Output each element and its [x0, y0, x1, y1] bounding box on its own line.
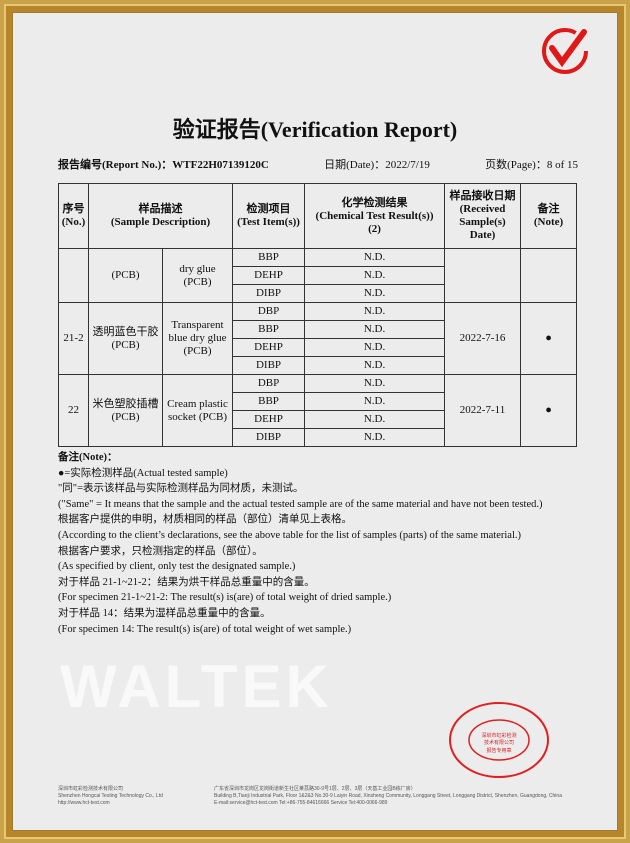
test-item: DEHP: [232, 410, 306, 429]
test-result: N.D.: [304, 356, 446, 375]
company-seal: 深圳市虹彩检测 技术有限公司 报告专用章: [449, 702, 549, 778]
note-line: (For specimen 21-1~21-2: The result(s) i…: [58, 592, 392, 604]
report-number: 报告编号(Report No.)：WTF22H07139120C: [58, 156, 269, 172]
footer-line: 广东省深圳市龙岗区龙岗街道新生社区莱荔路30-9号1层、2层、3层（天基工业园B…: [214, 786, 416, 792]
table-row: 22 米色塑胶插槽 (PCB) Cream plastic socket (PCB)…: [58, 374, 578, 447]
sample-desc-cn: (PCB): [88, 248, 163, 303]
col-note: 备注 (Note): [520, 183, 578, 249]
footer-line: http://www.hct-test.com: [58, 800, 110, 806]
test-item: BBP: [232, 392, 306, 411]
table-row: 21-2 透明蓝色干胶 (PCB) Transparent blue dry glu…: [58, 302, 578, 375]
sample-no: [58, 248, 89, 303]
report-body: 序号 (No.) 样品描述 (Sample Description) 检测项目 …: [58, 183, 578, 637]
note-line: 根据客户提供的申明，材质相同的样品（部位）清单见上表格。: [58, 514, 352, 526]
report-meta: 报告编号(Report No.)：WTF22H07139120C 日期(Date…: [58, 156, 578, 172]
test-item: DIBP: [232, 284, 306, 303]
svg-text:报告专用章: 报告专用章: [486, 747, 511, 754]
note-line: (For specimen 14: The result(s) is(are) …: [58, 623, 352, 635]
report-date: 日期(Date)：2022/7/19: [324, 159, 430, 171]
page-title: 验证报告(Verification Report): [172, 117, 458, 142]
test-result: N.D.: [304, 248, 446, 267]
test-result: N.D.: [304, 266, 446, 285]
test-item: DEHP: [232, 266, 306, 285]
table-row: BBP N.D.: [59, 392, 577, 411]
note-line: "同"=表示该样品与实际检测样品为同材质，未测试。: [58, 483, 304, 495]
note-line: ("Same" = It means that the sample and t…: [58, 498, 543, 510]
actual-tested-marker: ●: [520, 374, 578, 447]
footer-line: Building B,Tianji Industrial Park, Floor…: [214, 793, 562, 799]
note-line: 对于样品 21-1~21-2：结果为烘干样品总重量中的含量。: [58, 576, 315, 588]
received-date: [444, 248, 522, 303]
test-item: DIBP: [232, 428, 306, 447]
sample-desc-en: Cream plastic socket (PCB): [161, 374, 234, 447]
test-item: BBP: [232, 248, 306, 267]
report-no-label: 报告编号(Report No.)：: [58, 159, 173, 171]
table-row: DIBP N.D.: [59, 428, 577, 447]
sample-no: 21-2: [58, 302, 89, 375]
test-result: N.D.: [304, 374, 446, 393]
table-row: DEHP N.D.: [59, 410, 577, 429]
sample-desc-cn: 透明蓝色干胶 (PCB): [88, 302, 163, 375]
results-table: 序号 (No.) 样品描述 (Sample Description) 检测项目 …: [58, 183, 578, 447]
test-result: N.D.: [304, 302, 446, 321]
note-line: ●=实际检测样品(Actual tested sample): [58, 467, 228, 479]
report-page-number: 页数(Page)：8 of 15: [485, 159, 578, 171]
sample-desc-en: Transparent blue dry glue (PCB): [161, 302, 234, 375]
footer-address: 广东省深圳市龙岗区龙岗街道新生社区莱荔路30-9号1层、2层、3层（天基工业园B…: [214, 786, 604, 807]
test-result: N.D.: [304, 410, 446, 429]
sample-no: 22: [58, 374, 89, 447]
test-item: DBP: [232, 302, 306, 321]
col-no: 序号 (No.): [58, 183, 89, 249]
table-row: BBP N.D.: [59, 320, 577, 339]
test-result: N.D.: [304, 392, 446, 411]
test-result: N.D.: [304, 320, 446, 339]
test-result: N.D.: [304, 428, 446, 447]
table-row: DEHP N.D.: [59, 266, 577, 285]
actual-tested-marker: [520, 248, 578, 303]
footer-line: 深圳市虹彩检测技术有限公司: [58, 786, 124, 792]
table-row: (PCB) dry glue (PCB) BBP N.D.: [58, 248, 578, 303]
test-item: DIBP: [232, 356, 306, 375]
notes-title: 备注(Note)：: [58, 452, 118, 463]
notes-section: 备注(Note)： ●=实际检测样品(Actual tested sample)…: [58, 450, 578, 637]
actual-tested-marker: ●: [520, 302, 578, 375]
svg-text:技术有限公司: 技术有限公司: [484, 739, 514, 746]
table-row: DIBP N.D.: [59, 284, 577, 303]
footer-line: E-mail:service@hct-test.com Tel:+86-755-…: [214, 800, 388, 806]
report-no-value: WTF22H07139120C: [172, 159, 269, 171]
col-received-date: 样品接收日期 (Received Sample(s) Date): [444, 183, 522, 249]
col-test-item: 检测项目 (Test Item(s)): [232, 183, 306, 249]
footer-company: 深圳市虹彩检测技术有限公司 Shenzhen Hongcai Testing Te…: [58, 786, 208, 807]
test-item: DBP: [232, 374, 306, 393]
note-line: 根据客户要求，只检测指定的样品（部位）。: [58, 545, 263, 557]
watermark: WALTEK: [60, 653, 333, 720]
col-result: 化学检测结果 (Chemical Test Result(s)) (2): [304, 183, 446, 249]
test-item: BBP: [232, 320, 306, 339]
received-date: 2022-7-11: [444, 374, 522, 447]
note-line: 对于样品 14：结果为湿样品总重量中的含量。: [58, 607, 271, 619]
sample-desc-cn: 米色塑胶插槽 (PCB): [88, 374, 163, 447]
company-logo-icon: [542, 28, 588, 74]
table-row: DIBP N.D.: [59, 356, 577, 375]
received-date: 2022-7-16: [444, 302, 522, 375]
svg-text:深圳市虹彩检测: 深圳市虹彩检测: [481, 732, 516, 739]
col-description: 样品描述 (Sample Description): [87, 183, 234, 249]
footer-line: Shenzhen Hongcai Testing Technology Co.,…: [58, 793, 163, 799]
test-result: N.D.: [304, 284, 446, 303]
test-result: N.D.: [304, 338, 446, 357]
sample-desc-en: dry glue (PCB): [161, 248, 234, 303]
note-line: (According to the client’s declarations,…: [58, 529, 521, 541]
note-line: (As specified by client, only test the d…: [58, 561, 296, 573]
test-item: DEHP: [232, 338, 306, 357]
